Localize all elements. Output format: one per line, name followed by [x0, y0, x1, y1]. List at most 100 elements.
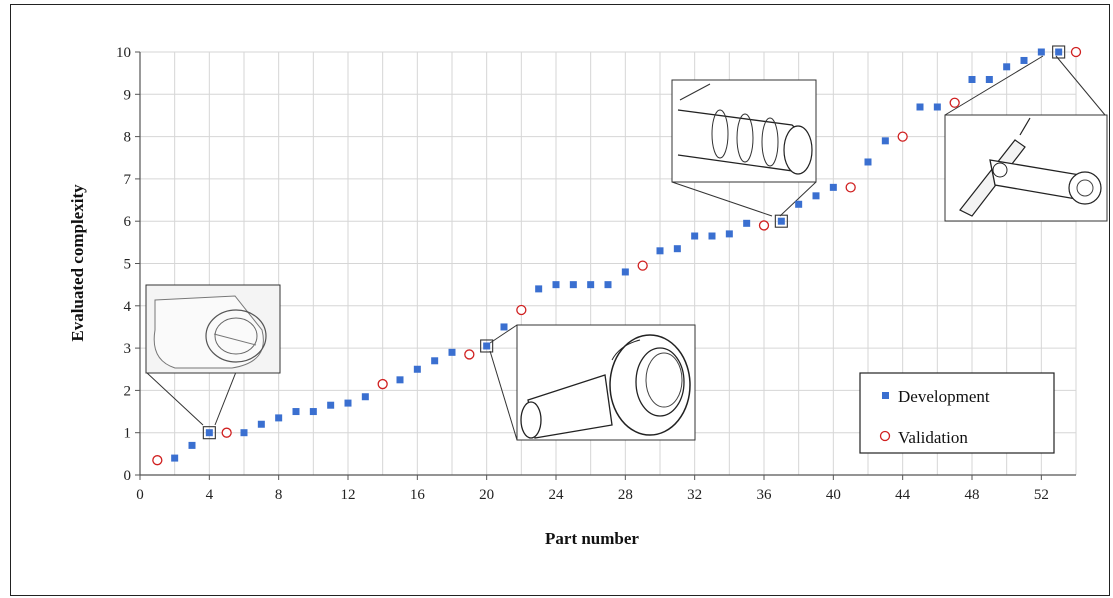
development-point [309, 408, 317, 416]
development-point [743, 219, 751, 227]
development-point [569, 281, 577, 289]
development-point [292, 408, 300, 416]
x-tick-label: 20 [479, 487, 494, 503]
x-tick-label: 0 [136, 487, 144, 503]
development-point [344, 399, 352, 407]
x-tick-label: 48 [965, 487, 980, 503]
development-point [448, 348, 456, 356]
development-point [829, 183, 837, 191]
development-point [188, 441, 196, 449]
legend-development-marker [882, 392, 889, 399]
y-tick-label: 6 [124, 214, 132, 230]
x-tick-labels: 0 4 8 12 16 20 24 28 32 36 40 44 48 52 [136, 475, 1049, 503]
inset-part-20 [489, 324, 696, 441]
y-tick-label: 8 [124, 130, 132, 146]
development-point [205, 429, 213, 437]
development-point [1037, 48, 1045, 56]
development-point [587, 281, 595, 289]
development-point [916, 103, 924, 111]
x-tick-label: 8 [275, 487, 283, 503]
development-point [413, 365, 421, 373]
development-point [725, 230, 733, 238]
validation-point [464, 349, 475, 360]
development-point [431, 357, 439, 365]
part-insets [145, 55, 1108, 441]
development-point [656, 247, 664, 255]
development-point [812, 192, 820, 200]
legend-validation-label: Validation [898, 428, 968, 447]
legend-box [859, 372, 1055, 454]
development-point [535, 285, 543, 293]
development-point [483, 342, 491, 350]
development-point [361, 393, 369, 401]
development-point [552, 281, 560, 289]
development-point [621, 268, 629, 276]
development-point [1003, 63, 1011, 71]
y-tick-label: 3 [124, 341, 132, 357]
validation-point [152, 455, 163, 466]
highlight-marker [202, 426, 216, 440]
development-point [396, 376, 404, 384]
development-point [777, 217, 785, 225]
legend: Development Validation [859, 372, 1055, 454]
inset-part-37 [671, 79, 817, 217]
validation-point [758, 220, 770, 231]
development-point [1020, 56, 1028, 64]
x-tick-label: 32 [687, 487, 702, 503]
validation-point [377, 378, 388, 390]
y-tick-label: 7 [124, 172, 132, 188]
validation-point [1070, 46, 1082, 58]
development-point [500, 323, 508, 331]
validation-point [897, 131, 908, 142]
y-tick-label: 5 [124, 257, 132, 273]
development-point [604, 281, 612, 289]
x-tick-label: 40 [826, 487, 841, 503]
highlighted-points [202, 45, 1066, 440]
development-point [933, 103, 941, 111]
legend-development-label: Development [898, 387, 990, 406]
inset-part-4 [145, 284, 281, 426]
development-point [673, 245, 681, 253]
development-point [240, 429, 248, 437]
development-point [327, 401, 335, 409]
development-point [881, 137, 889, 145]
x-tick-label: 36 [757, 487, 773, 503]
x-tick-label: 28 [618, 487, 633, 503]
highlight-marker [1052, 45, 1066, 59]
y-tick-label: 10 [116, 45, 131, 61]
x-tick-label: 52 [1034, 487, 1049, 503]
inset-part-53 [944, 55, 1108, 222]
highlight-marker [480, 339, 494, 353]
x-tick-label: 24 [549, 487, 565, 503]
development-point [171, 454, 179, 462]
development-point [968, 75, 976, 83]
x-tick-label: 44 [895, 487, 911, 503]
validation-point [637, 260, 648, 271]
x-axis-title: Part number [545, 529, 639, 548]
validation-point [949, 97, 960, 108]
development-series [171, 48, 1063, 462]
development-point [864, 158, 872, 166]
y-tick-label: 2 [124, 383, 132, 399]
legend-validation-marker [879, 430, 891, 442]
development-point [275, 414, 283, 422]
validation-point [516, 304, 527, 316]
y-tick-label: 4 [124, 299, 132, 315]
validation-series [152, 46, 1082, 466]
x-tick-label: 4 [206, 487, 214, 503]
y-axis-title: Evaluated complexity [68, 184, 87, 342]
x-tick-label: 16 [410, 487, 426, 503]
development-point [691, 232, 699, 240]
validation-point [221, 427, 232, 438]
validation-point [845, 182, 856, 193]
x-tick-label: 12 [341, 487, 356, 503]
development-point [257, 420, 265, 428]
highlight-marker [774, 214, 788, 228]
y-tick-labels: 0 1 2 3 4 5 6 7 8 9 10 [116, 45, 140, 484]
development-point [985, 75, 993, 83]
y-tick-label: 0 [124, 468, 132, 484]
development-point [1055, 48, 1063, 56]
y-tick-label: 9 [124, 87, 132, 103]
development-point [708, 232, 716, 240]
